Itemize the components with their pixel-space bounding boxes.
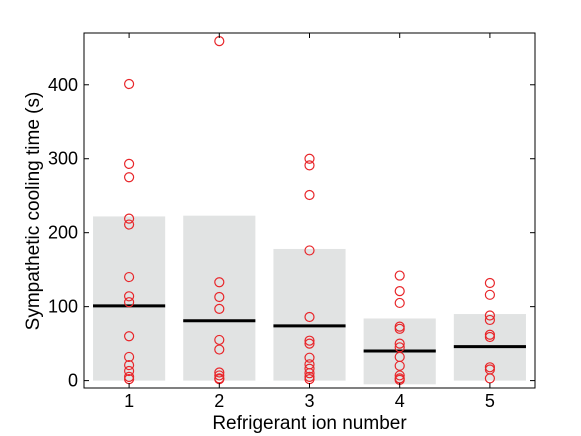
data-point — [304, 245, 315, 256]
y-tick-label: 400 — [48, 75, 78, 95]
data-point — [124, 219, 135, 230]
data-point — [304, 363, 315, 374]
medians-layer — [93, 304, 526, 353]
data-point — [124, 331, 135, 342]
data-point — [124, 291, 135, 302]
data-point — [124, 359, 135, 371]
data-point — [214, 303, 225, 314]
x-axis: 1 2 3 4 5 — [124, 33, 495, 411]
data-point — [214, 370, 225, 381]
bars-layer — [93, 215, 526, 385]
data-point — [124, 172, 135, 183]
data-point — [304, 338, 315, 349]
data-point — [214, 291, 225, 303]
data-point — [484, 289, 495, 300]
x-tick-label: 3 — [304, 391, 314, 411]
data-point — [124, 365, 135, 377]
data-point — [124, 351, 135, 363]
data-point — [124, 78, 135, 90]
data-point — [304, 352, 315, 363]
data-point — [214, 367, 225, 378]
y-tick-label: 200 — [48, 223, 78, 243]
data-point — [304, 335, 315, 346]
data-point — [484, 331, 495, 343]
y-axis: 0 100 200 300 400 — [48, 75, 535, 391]
x-axis-label: Refrigerant ion number — [212, 413, 407, 434]
x-tick-label: 1 — [124, 391, 134, 411]
data-point — [484, 277, 495, 289]
x-tick-label: 5 — [485, 391, 495, 411]
data-point — [484, 310, 495, 321]
data-point — [214, 344, 225, 355]
data-point — [304, 311, 315, 323]
data-point — [214, 334, 225, 346]
data-point — [394, 338, 405, 349]
y-tick-label: 100 — [48, 297, 78, 317]
data-point — [394, 323, 405, 334]
y-tick-label: 0 — [68, 371, 78, 391]
data-point — [124, 158, 135, 170]
data-point — [394, 297, 405, 309]
data-point — [124, 297, 135, 308]
data-point — [484, 373, 495, 384]
data-point — [394, 342, 405, 353]
data-point — [394, 360, 405, 371]
range-bar-2 — [183, 215, 256, 381]
data-point — [214, 277, 225, 288]
data-point — [484, 314, 495, 326]
data-point — [304, 368, 315, 379]
range-bar-1 — [93, 216, 166, 381]
data-point — [394, 370, 405, 381]
x-tick-label: 2 — [214, 391, 224, 411]
data-point — [394, 270, 405, 281]
data-point — [304, 189, 315, 201]
y-axis-label: Sympathetic cooling time (s) — [23, 92, 44, 331]
data-point — [304, 160, 315, 171]
data-point — [124, 271, 135, 283]
range-bar-3 — [273, 248, 346, 381]
x-tick-label: 4 — [395, 391, 405, 411]
data-point — [394, 286, 405, 297]
y-tick-label: 300 — [48, 149, 78, 169]
data-point — [304, 153, 315, 164]
data-point — [124, 213, 135, 224]
